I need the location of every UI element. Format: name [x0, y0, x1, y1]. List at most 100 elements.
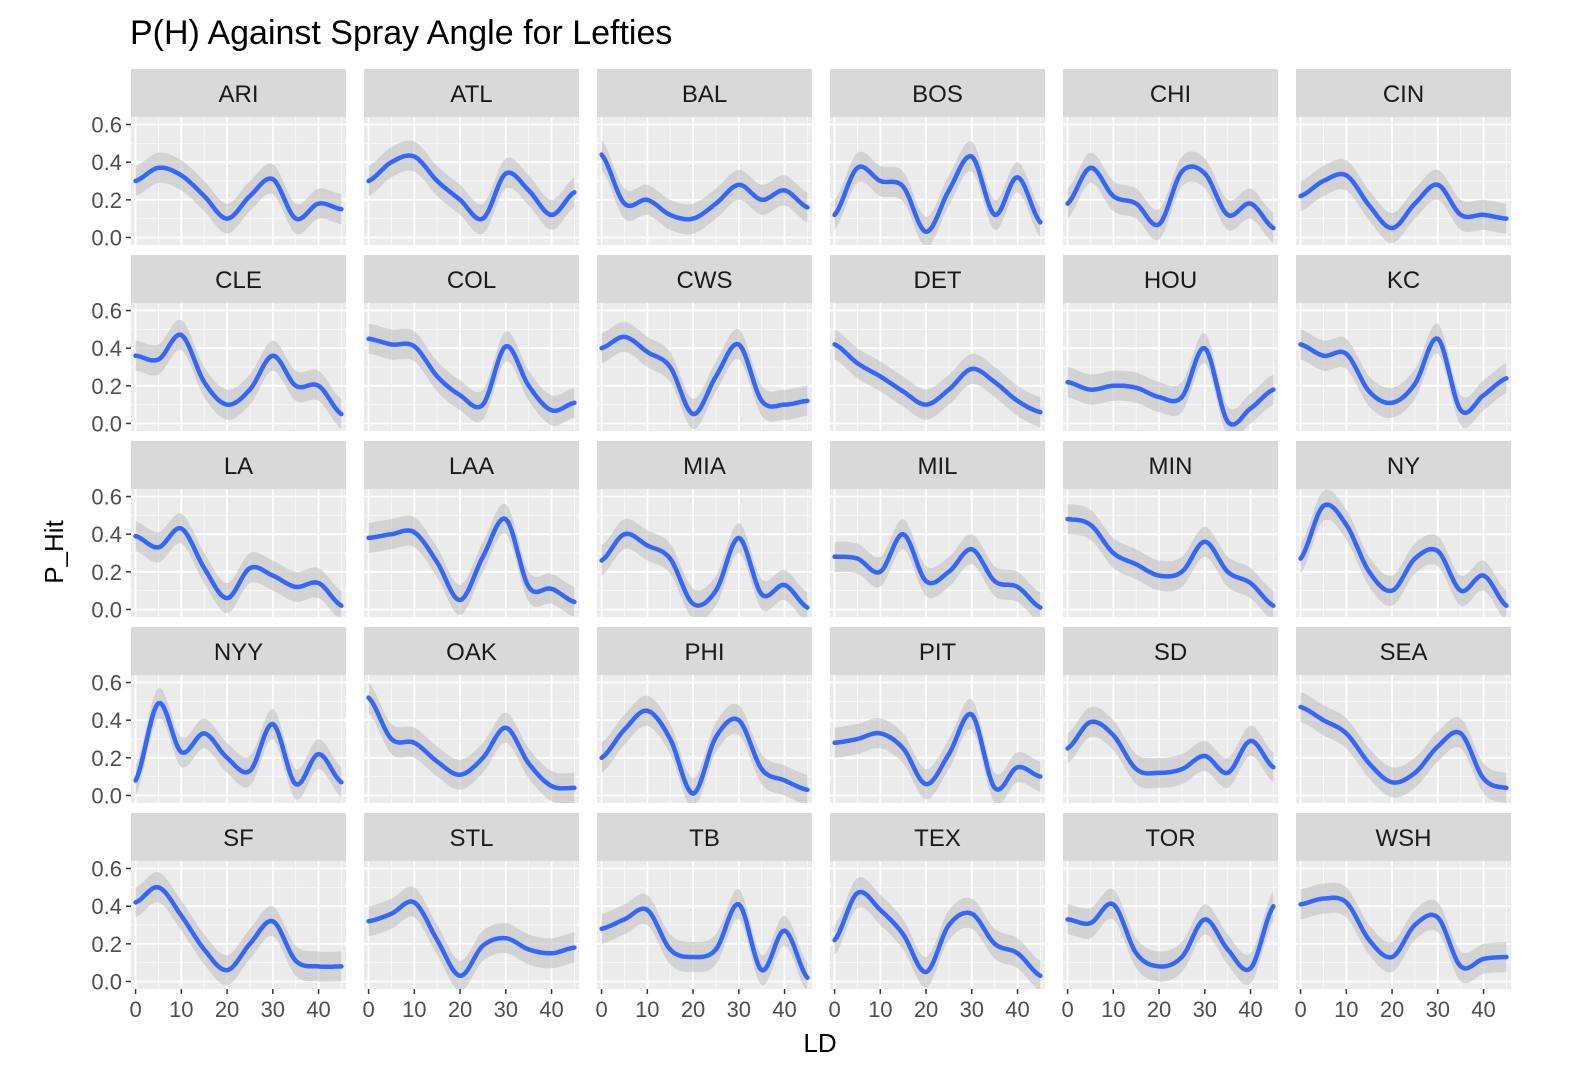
- smooth-line-cws: [599, 334, 810, 417]
- x-tick-label: 40: [1471, 997, 1495, 1022]
- facet-strip-label: SF: [223, 825, 254, 852]
- facet-wsh: WSH 0 10 20 30 40: [1294, 813, 1511, 1022]
- facet-kc: KC: [1296, 255, 1511, 431]
- facet-sea: SEA: [1296, 627, 1511, 803]
- facet-strip: [1296, 255, 1511, 303]
- facet-strip-label: CLE: [215, 267, 262, 294]
- facet-strip: [1296, 69, 1511, 117]
- confidence-band: [834, 329, 1041, 428]
- x-tick-label: 30: [1426, 997, 1450, 1022]
- facet-cle: CLE 0.0 0.2 0.4 0.6: [91, 255, 346, 436]
- y-tick-label: 0.6: [91, 299, 122, 324]
- x-tick-label: 10: [402, 997, 426, 1022]
- x-tick-label: 20: [215, 997, 239, 1022]
- smooth-line-stl: [366, 899, 577, 979]
- facet-atl: ATL: [364, 69, 579, 245]
- confidence-band: [834, 141, 1041, 245]
- smooth-line-ny: [1298, 502, 1509, 608]
- smooth-line-det: [832, 342, 1043, 415]
- confidence-band: [834, 877, 1041, 989]
- facet-strip-label: TOR: [1145, 825, 1195, 852]
- x-tick-label: 40: [539, 997, 563, 1022]
- smooth-line-atl: [366, 153, 577, 222]
- facet-tb: TB 0 10 20 30 40: [595, 813, 812, 1022]
- confidence-band: [1067, 706, 1274, 789]
- y-tick-label: 0.6: [91, 857, 122, 882]
- facet-nyy: NYY 0.0 0.2 0.4 0.6: [91, 627, 346, 808]
- y-tick-label: 0.6: [91, 485, 122, 510]
- x-tick-label: 20: [1147, 997, 1171, 1022]
- facet-hou: HOU: [1063, 255, 1278, 431]
- x-tick-label: 10: [1101, 997, 1125, 1022]
- confidence-band: [135, 513, 342, 617]
- facet-bal: BAL: [597, 69, 812, 245]
- facet-strip: [1063, 69, 1278, 117]
- smooth-line-bal: [599, 152, 810, 222]
- confidence-band: [135, 872, 342, 986]
- facet-strip: [1296, 441, 1511, 489]
- facet-strip-label: DET: [914, 267, 962, 294]
- facet-strip: [1296, 627, 1511, 675]
- smooth-line-cle: [133, 332, 344, 417]
- y-tick-label: 0.6: [91, 113, 122, 138]
- facet-strip: [364, 813, 579, 861]
- facet-strip: [131, 441, 346, 489]
- facet-col: COL: [364, 255, 579, 431]
- facet-strip: [597, 813, 812, 861]
- facet-strip: [830, 627, 1045, 675]
- facet-strip: [597, 441, 812, 489]
- facet-strip-label: BAL: [682, 81, 727, 108]
- confidence-band: [1067, 504, 1274, 617]
- smooth-line-sd: [1065, 719, 1276, 776]
- facet-mia: MIA: [597, 441, 812, 617]
- confidence-band: [601, 321, 808, 430]
- smooth-line-wsh: [1298, 895, 1509, 971]
- facet-strip: [597, 627, 812, 675]
- smooth-line-mil: [832, 531, 1043, 610]
- facet-sd: SD: [1063, 627, 1278, 803]
- smooth-line-laa: [366, 516, 577, 605]
- facet-strip: [597, 255, 812, 303]
- facet-strip-label: LAA: [449, 453, 494, 480]
- y-tick-label: 0.6: [91, 671, 122, 696]
- facet-strip-label: PHI: [684, 639, 724, 666]
- smooth-line-sf: [133, 884, 344, 973]
- confidence-band: [834, 519, 1041, 617]
- facet-strip-label: BOS: [912, 81, 963, 108]
- y-tick-label: 0.4: [91, 522, 122, 547]
- y-tick-label: 0.0: [91, 597, 122, 622]
- facet-strip: [1063, 813, 1278, 861]
- facet-strip: [131, 627, 346, 675]
- y-tick-label: 0.0: [91, 411, 122, 436]
- smooth-line-pit: [832, 711, 1043, 792]
- confidence-band: [601, 139, 808, 235]
- y-axis-title: P_Hit: [39, 519, 69, 583]
- x-tick-label: 40: [1238, 997, 1262, 1022]
- y-tick-label: 0.2: [91, 932, 122, 957]
- facet-panels: ARI 0.0 0.2 0.4 0.6 ATL BAL BOS CHI CIN CLE 0.0 0.2 0…: [91, 69, 1511, 1022]
- y-tick-label: 0.4: [91, 336, 122, 361]
- x-tick-label: 40: [772, 997, 796, 1022]
- x-tick-label: 10: [635, 997, 659, 1022]
- x-tick-label: 20: [448, 997, 472, 1022]
- facet-strip-label: SD: [1154, 639, 1187, 666]
- x-tick-label: 0: [362, 997, 374, 1022]
- facet-strip-label: OAK: [446, 639, 497, 666]
- x-tick-label: 30: [960, 997, 984, 1022]
- facet-strip: [1063, 255, 1278, 303]
- facet-strip-label: LA: [224, 453, 253, 480]
- facet-strip: [1063, 441, 1278, 489]
- x-tick-label: 20: [1380, 997, 1404, 1022]
- facet-strip: [131, 69, 346, 117]
- y-tick-label: 0.4: [91, 150, 122, 175]
- facet-min: MIN: [1063, 441, 1278, 617]
- y-tick-label: 0.0: [91, 969, 122, 994]
- facet-strip-label: COL: [447, 267, 496, 294]
- facet-tex: TEX 0 10 20 30 40: [828, 813, 1045, 1022]
- facet-strip-label: TEX: [914, 825, 961, 852]
- facet-strip: [830, 441, 1045, 489]
- smooth-line-nyy: [133, 700, 344, 787]
- facet-det: DET: [830, 255, 1045, 431]
- smooth-line-chi: [1065, 164, 1276, 231]
- y-tick-label: 0.2: [91, 188, 122, 213]
